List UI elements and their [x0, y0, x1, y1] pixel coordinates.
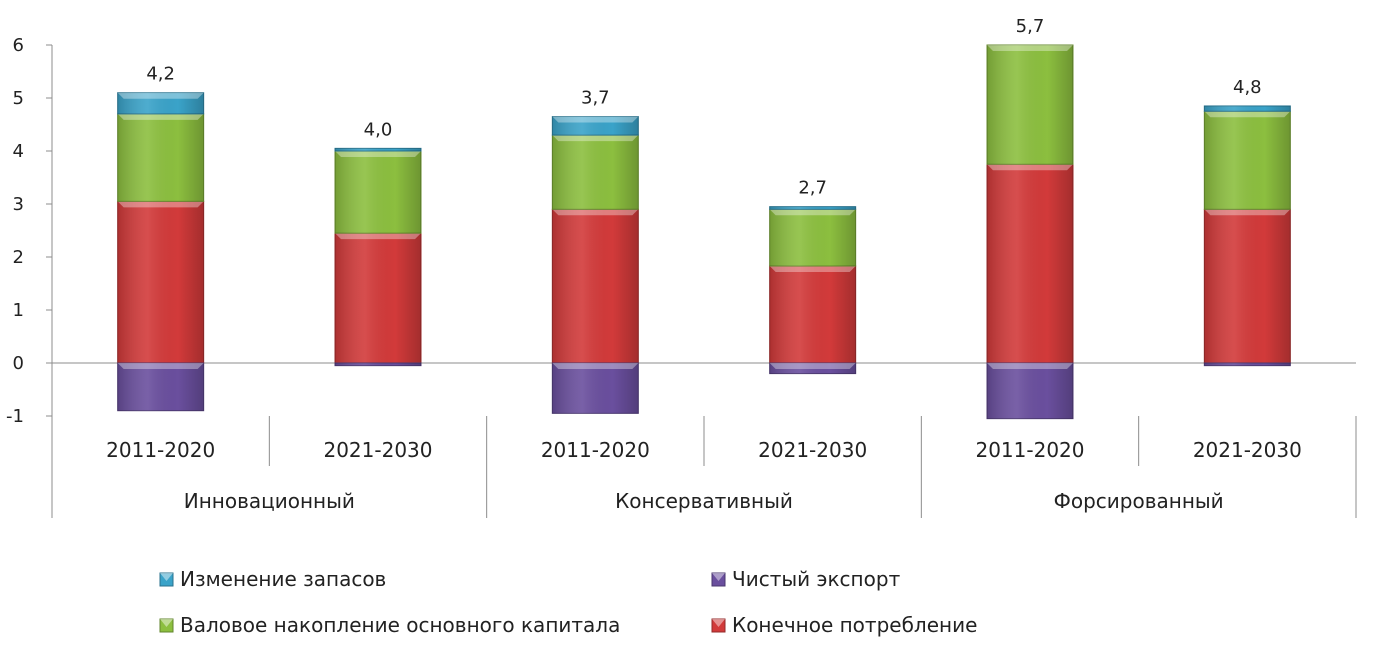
bar-segment-bevel [769, 363, 856, 369]
bar-segment [551, 134, 639, 210]
x-group-label: Форсированный [1054, 489, 1224, 513]
x-group-label: Консервативный [615, 489, 793, 513]
bar-segment [551, 208, 639, 364]
legend-item: Валовое накопление основного капитала [159, 613, 620, 637]
bar-total-label: 4,8 [1233, 77, 1262, 98]
legend-item: Изменение запасов [159, 567, 386, 591]
x-category-label: 2011-2020 [106, 438, 215, 462]
y-tick-label: 6 [13, 35, 24, 56]
x-category-label: 2021-2030 [758, 438, 867, 462]
legend-label: Валовое накопление основного капитала [180, 613, 620, 637]
bar-segment-bevel [117, 363, 204, 369]
legend: Изменение запасов Чистый экспорт Валовое н… [159, 567, 977, 637]
legend-label: Конечное потребление [732, 613, 977, 637]
bar-segment-bevel [117, 201, 204, 208]
bar-segment [334, 150, 422, 234]
legend-swatch-bevel [712, 573, 725, 581]
bar-segment-bevel [987, 45, 1073, 51]
legend-swatch [711, 572, 726, 587]
bar-segment-bevel [987, 363, 1073, 369]
bar-segment [769, 208, 857, 267]
legend-swatch-bevel [160, 573, 173, 581]
bar-segment-bevel [1204, 111, 1291, 118]
legend-swatch-bevel [160, 619, 173, 627]
legend-item: Конечное потребление [711, 613, 977, 637]
y-tick-label: 4 [13, 141, 24, 162]
bar-segment [1203, 362, 1291, 367]
bar-segment [117, 362, 205, 412]
bar-segment [334, 147, 422, 152]
bar-segment-bevel [552, 116, 639, 123]
bar-segment-bevel [552, 135, 639, 142]
bar-total-label: 4,2 [146, 64, 175, 85]
bar-segment [769, 206, 857, 210]
y-tick-label: 2 [13, 247, 24, 268]
labels: 2011-2020 2021-2030 2011-2020 2021-2030 2011… [106, 16, 1302, 513]
bar-segment [117, 113, 205, 202]
legend-swatch [159, 618, 174, 633]
bar-segment-bevel [335, 233, 421, 240]
axes: 6 5 4 3 2 1 0 -1 [6, 35, 1357, 518]
bar-segment [986, 44, 1074, 165]
bar-segment [334, 232, 422, 364]
bar-segment [986, 163, 1074, 364]
bar-segment [117, 200, 205, 364]
bar-segment [551, 362, 639, 414]
y-tick-label: 5 [13, 88, 24, 109]
bar-segment-bevel [117, 113, 204, 120]
bar-total-label: 4,0 [364, 119, 393, 140]
bar-segment-bevel [552, 363, 639, 369]
bar-total-label: 2,7 [798, 178, 827, 199]
bar-segment-bevel [552, 209, 639, 216]
y-tick-label: 1 [13, 300, 24, 321]
x-category-label: 2021-2030 [323, 438, 432, 462]
bar-total-label: 3,7 [581, 88, 610, 109]
legend-label: Чистый экспорт [732, 567, 901, 591]
bar-segment [1203, 208, 1291, 364]
legend-swatch [159, 572, 174, 587]
x-category-label: 2011-2020 [975, 438, 1084, 462]
bar-segment [986, 362, 1074, 420]
bar-segment [334, 362, 422, 367]
bar-segment [769, 265, 857, 364]
bar-segment-bevel [987, 164, 1073, 171]
y-tick-label: 0 [13, 353, 24, 374]
x-category-label: 2011-2020 [541, 438, 650, 462]
bar-segment-bevel [117, 92, 204, 99]
bar-segment-bevel [335, 151, 421, 157]
legend-swatch [711, 618, 726, 633]
bar-total-label: 5,7 [1016, 16, 1045, 37]
bar-segment-bevel [769, 266, 856, 273]
bar-segment [1203, 105, 1291, 112]
bar-segment-bevel [1204, 209, 1291, 216]
x-category-label: 2021-2030 [1193, 438, 1302, 462]
y-tick-label: 3 [13, 194, 24, 215]
legend-swatch-bevel [712, 619, 725, 627]
legend-item: Чистый экспорт [711, 567, 901, 591]
y-tick-label: -1 [6, 406, 24, 427]
x-group-label: Инновационный [184, 489, 355, 513]
bar-segment [1203, 110, 1291, 210]
legend-label: Изменение запасов [180, 567, 386, 591]
bar-segment-bevel [769, 209, 856, 216]
